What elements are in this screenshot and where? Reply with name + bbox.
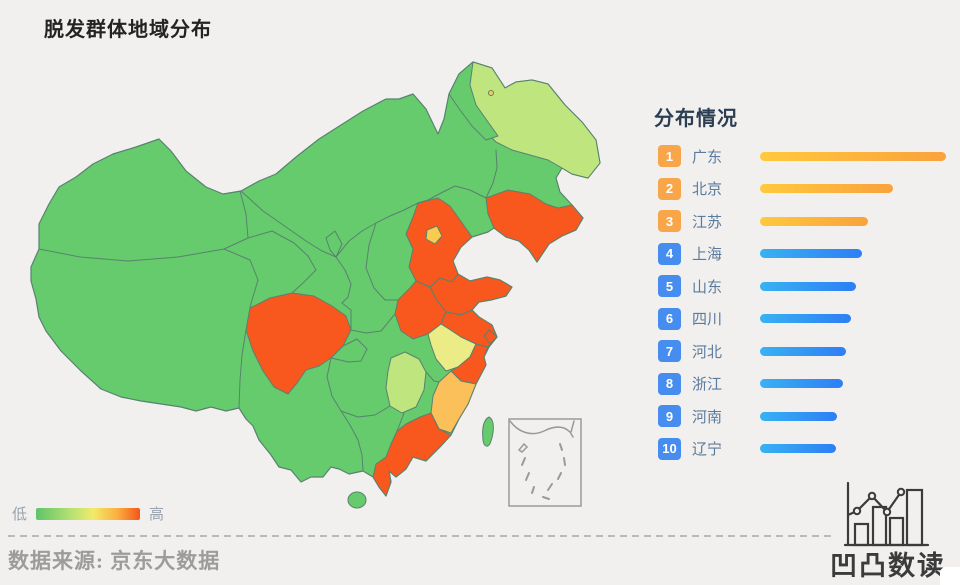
rank-badge: 8 bbox=[658, 372, 681, 395]
province-label: 山东 bbox=[692, 278, 723, 296]
corner-watermark-chip bbox=[940, 567, 960, 585]
province-label: 江苏 bbox=[692, 213, 723, 231]
bar-track bbox=[760, 314, 954, 323]
rank-badge: 9 bbox=[658, 405, 681, 427]
ranking-row: 7 河北 bbox=[658, 340, 954, 362]
legend-gradient-bar bbox=[36, 507, 141, 520]
value-bar bbox=[760, 444, 836, 453]
ranking-row: 5 山东 bbox=[658, 275, 954, 297]
rank-badge: 4 bbox=[658, 242, 681, 265]
province-label: 上海 bbox=[692, 246, 723, 263]
province-label: 北京 bbox=[692, 181, 723, 198]
value-bar bbox=[760, 411, 837, 421]
map-dot bbox=[488, 90, 494, 96]
province-label: 广东 bbox=[692, 148, 723, 166]
ranking-row: 3 江苏 bbox=[658, 210, 954, 232]
rank-badge: 5 bbox=[658, 275, 681, 297]
south-china-sea-inset bbox=[508, 418, 582, 507]
brand-logo-text: 凹凸数读 bbox=[830, 551, 946, 581]
legend-high-label: 高 bbox=[149, 506, 165, 523]
ranking-row: 2 北京 bbox=[658, 177, 954, 200]
bar-track bbox=[760, 216, 954, 226]
province-label: 四川 bbox=[692, 311, 723, 328]
bar-track bbox=[760, 281, 954, 291]
rank-badge: 3 bbox=[658, 210, 681, 232]
province-label: 河南 bbox=[692, 408, 723, 426]
province-hunan bbox=[385, 351, 427, 414]
dashed-separator bbox=[8, 535, 834, 537]
bar-track bbox=[760, 249, 954, 258]
province-label: 河北 bbox=[692, 343, 723, 361]
value-bar bbox=[760, 249, 862, 258]
bar-track bbox=[760, 184, 954, 193]
province-sichuan bbox=[245, 292, 352, 395]
panel-header: 分布情况 bbox=[654, 108, 738, 130]
rank-badge: 1 bbox=[658, 145, 681, 167]
ranking-list: 1 广东 2 北京 3 江苏 4 上海 5 山东 6 四川 7 河北 8 浙江 9 河南 10 辽宁 bbox=[658, 145, 954, 470]
bar-track bbox=[760, 411, 954, 421]
province-fujian bbox=[430, 370, 477, 434]
value-bar bbox=[760, 379, 843, 388]
province-hainan bbox=[347, 491, 367, 509]
page-title: 脱发群体地域分布 bbox=[44, 19, 212, 41]
value-bar bbox=[760, 216, 868, 226]
bar-track bbox=[760, 151, 954, 161]
ranking-row: 6 四川 bbox=[658, 307, 954, 330]
province-label: 浙江 bbox=[692, 376, 723, 393]
ranking-row: 8 浙江 bbox=[658, 372, 954, 395]
map-color-legend: 低 高 bbox=[12, 503, 164, 524]
ranking-row: 1 广东 bbox=[658, 145, 954, 167]
province-borders bbox=[38, 149, 498, 472]
data-source: 数据来源: 京东大数据 bbox=[8, 549, 221, 573]
ranking-row: 10 辽宁 bbox=[658, 437, 954, 460]
value-bar bbox=[760, 346, 846, 356]
province-guangdong bbox=[372, 412, 452, 497]
province-taiwan bbox=[482, 416, 494, 447]
province-liaoning bbox=[485, 189, 584, 263]
value-bar bbox=[760, 151, 946, 161]
bar-track bbox=[760, 346, 954, 356]
rank-badge: 7 bbox=[658, 340, 681, 362]
value-bar bbox=[760, 184, 893, 193]
value-bar bbox=[760, 314, 851, 323]
chart-logo-icon bbox=[843, 481, 930, 547]
province-label: 辽宁 bbox=[692, 441, 723, 458]
nine-dash-line bbox=[521, 443, 566, 500]
bar-track bbox=[760, 444, 954, 453]
province-shanghai bbox=[483, 329, 498, 345]
value-bar bbox=[760, 281, 856, 291]
rank-badge: 2 bbox=[658, 177, 681, 200]
brand-logo: 凹凸数读 bbox=[830, 478, 954, 583]
province-beijing bbox=[425, 225, 443, 245]
legend-low-label: 低 bbox=[12, 506, 28, 523]
ranking-row: 4 上海 bbox=[658, 242, 954, 265]
ranking-row: 9 河南 bbox=[658, 405, 954, 427]
rank-badge: 6 bbox=[658, 307, 681, 330]
rank-badge: 10 bbox=[658, 437, 681, 460]
bar-track bbox=[760, 379, 954, 388]
province-neimenggu-arm bbox=[448, 61, 499, 141]
